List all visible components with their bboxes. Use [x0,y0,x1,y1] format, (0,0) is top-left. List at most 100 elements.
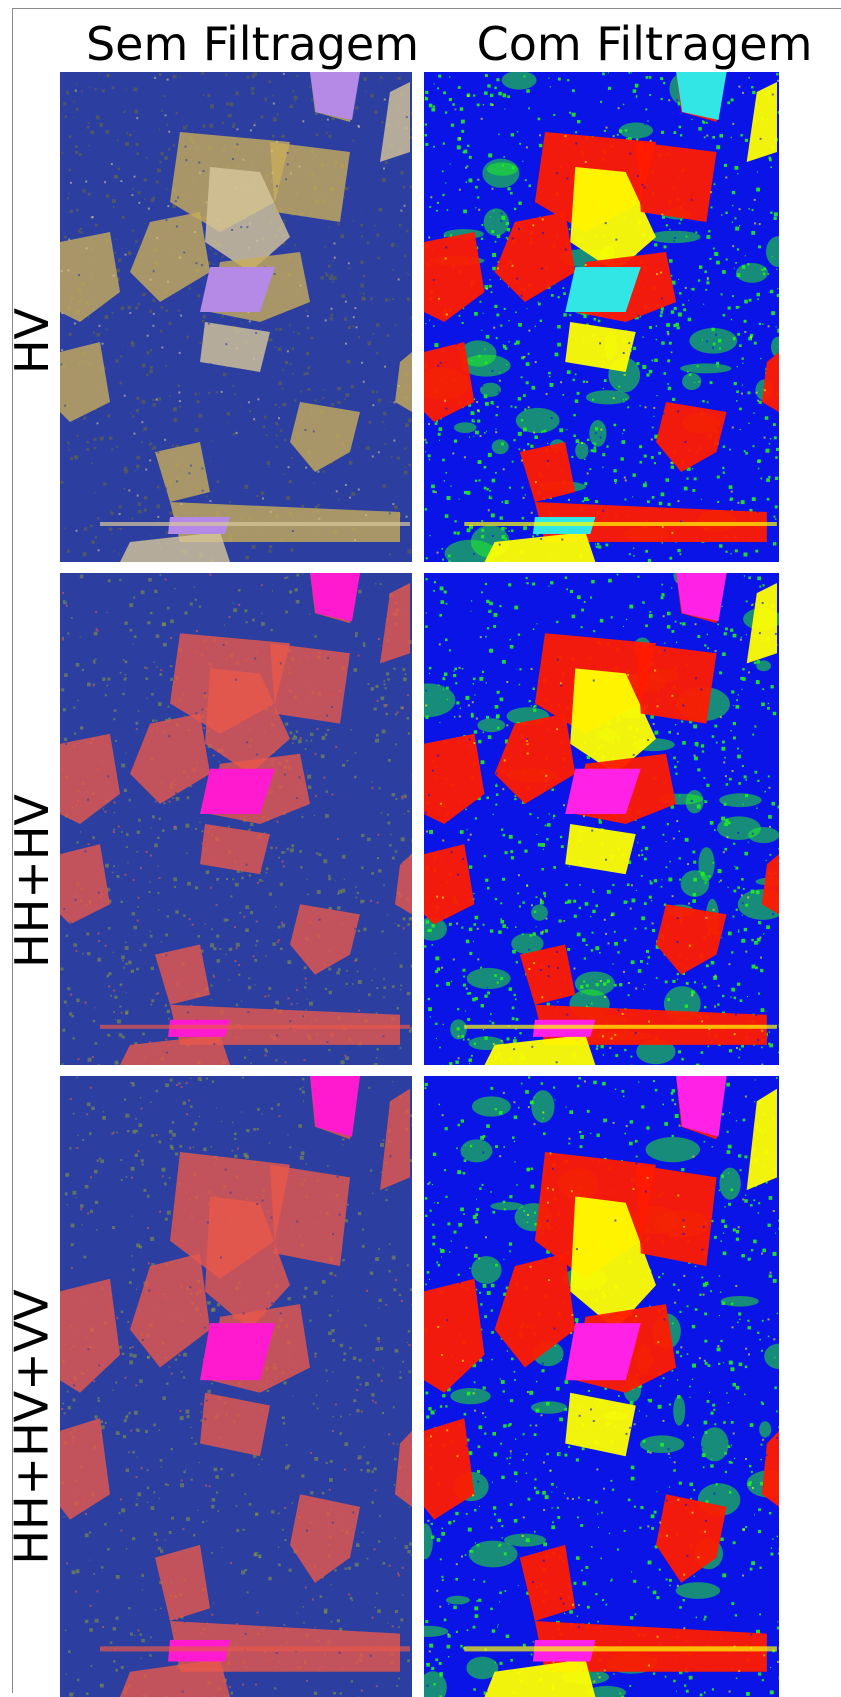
field-polygon [130,713,210,804]
field-polygon [424,733,485,824]
field-polygon [746,583,777,664]
field-polygon [519,442,576,502]
highlight-polygon [676,72,727,120]
field-polygon [519,1544,576,1621]
field-regions [424,72,779,562]
field-polygon [484,532,596,562]
field-polygon [120,1659,230,1697]
field-texture [426,1076,779,1697]
field-polygon [494,1253,576,1368]
field-polygon [746,82,777,162]
field-polygon [761,352,779,412]
field-regions [60,1076,412,1697]
field-polygon [656,1494,727,1583]
field-polygon [494,713,576,804]
linear-feature [464,1646,777,1652]
linear-feature [100,522,410,526]
field-polygon [290,1494,360,1583]
field-polygon [120,1034,230,1065]
field-polygon [424,844,475,925]
field-polygon [424,1418,475,1520]
row-label-hv: HV [4,76,60,606]
linear-feature [100,1646,410,1652]
field-polygon [424,1278,485,1393]
field-polygon [424,232,485,322]
panel-hv-filtered [424,72,779,562]
field-polygon [570,167,656,272]
row-label-text: HV [5,307,59,375]
field-texture [424,78,779,560]
highlight-polygon [200,267,275,312]
field-polygon [130,1253,210,1368]
field-polygon [746,1088,777,1191]
field-polygon [270,142,350,222]
highlight-polygon [310,72,360,120]
field-polygon [761,1430,779,1507]
field-polygon [380,583,410,664]
field-polygon [60,733,120,824]
field-polygon [635,643,717,724]
linear-feature [464,1024,777,1029]
highlight-polygon [565,1323,641,1381]
row-label-hh-hv-vv: HH+HV+VV [4,1156,60,1697]
classified-image [424,573,779,1065]
field-polygon [635,142,717,222]
panel-hv-unfiltered [60,72,412,562]
field-polygon [205,1196,290,1330]
field-polygon [380,82,410,162]
field-regions [60,573,412,1065]
field-texture [60,573,412,1065]
field-polygon [155,442,210,502]
field-polygon [565,1392,636,1457]
field-polygon [205,167,290,272]
highlight-polygon [565,267,641,312]
classified-image [60,573,412,1065]
field-polygon [424,342,475,422]
field-polygon [395,854,412,915]
highlight-regions [168,72,360,534]
panel-hh-hv-unfiltered [60,573,412,1065]
linear-feature [464,522,777,526]
highlight-regions [168,1076,360,1662]
field-polygon [656,904,727,975]
field-polygon [484,1034,596,1065]
highlight-polygon [676,573,727,622]
field-polygon [200,824,270,875]
field-polygon [60,1278,120,1393]
field-polygon [395,1430,412,1507]
highlight-polygon [565,768,641,814]
field-polygon [656,402,727,472]
field-polygon [290,904,360,975]
panel-hh-hv-vv-filtered [424,1076,779,1697]
field-polygon [565,322,636,372]
field-polygon [380,1088,410,1191]
field-polygon [395,352,412,412]
row-label-text: HH+HV [5,794,59,968]
field-texture [424,574,779,1065]
field-polygon [205,668,290,774]
field-polygon [60,844,110,925]
classified-image [60,1076,412,1697]
field-polygon [270,643,350,724]
field-polygon [635,1164,717,1267]
field-polygon [60,342,110,422]
column-title-unfiltered: Sem Filtragem [85,17,420,71]
panel-hh-hv-filtered [424,573,779,1065]
linear-feature [100,1024,410,1029]
highlight-regions [168,573,360,1037]
field-polygon [519,944,576,1005]
highlight-polygon [200,1323,275,1381]
classified-image [60,72,412,562]
field-polygon [484,1659,596,1697]
highlight-polygon [310,573,360,622]
field-polygon [200,322,270,372]
field-polygon [60,1418,110,1520]
field-polygon [270,1164,350,1267]
highlight-polygon [200,768,275,814]
highlight-polygon [310,1076,360,1137]
field-polygon [155,1544,210,1621]
field-polygon [570,668,656,774]
field-polygon [290,402,360,472]
field-polygon [761,854,779,915]
